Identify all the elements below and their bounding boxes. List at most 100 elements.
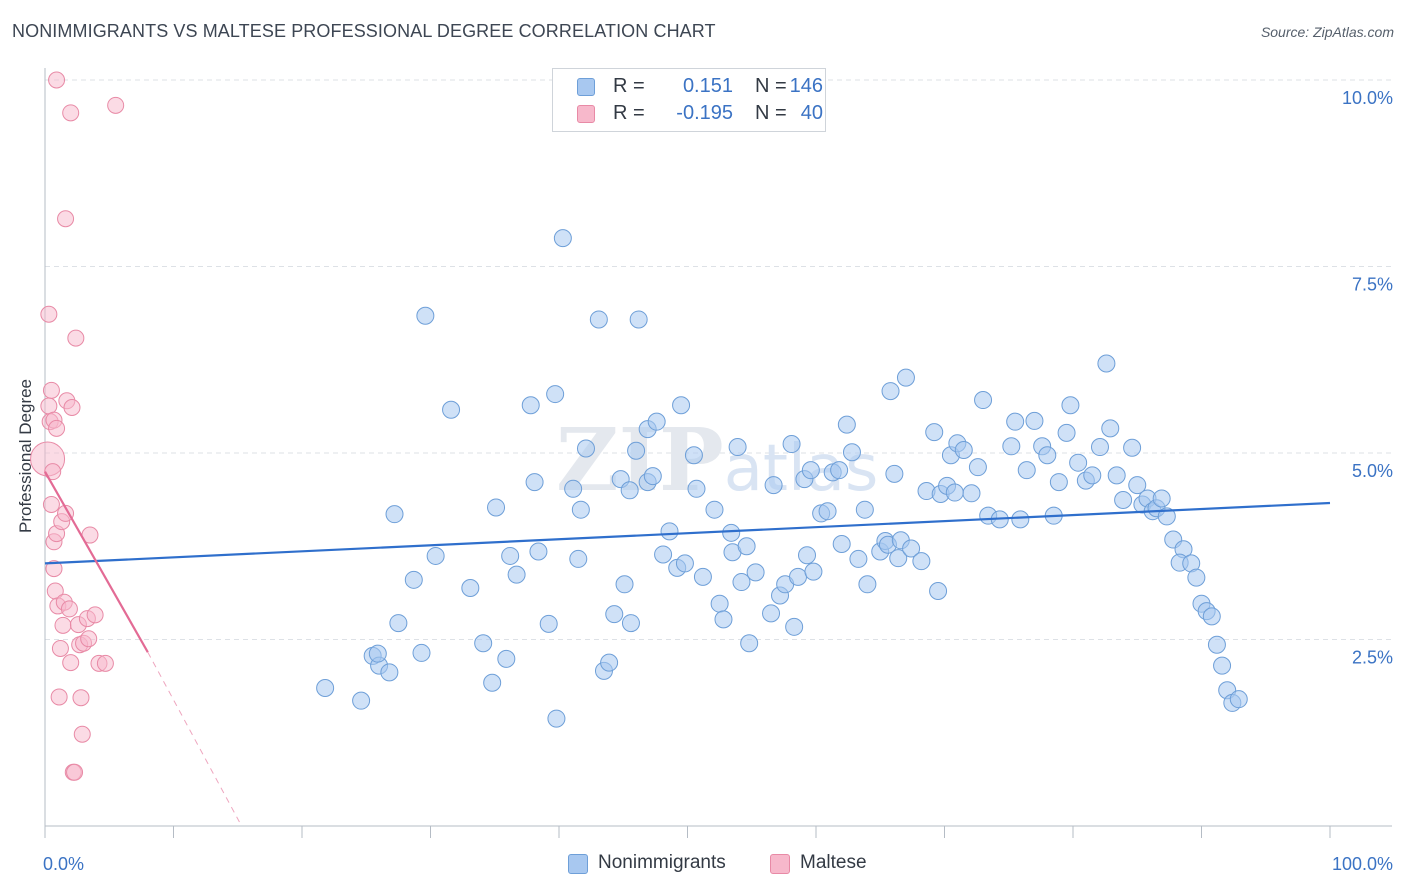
nonimmigrants-point xyxy=(461,579,480,598)
series-legend: Nonimmigrants Maltese xyxy=(0,852,1406,878)
nonimmigrants-point xyxy=(1101,419,1120,438)
nonimmigrants-point xyxy=(1213,656,1232,675)
nonimmigrants-point xyxy=(605,605,624,624)
nonimmigrants-point xyxy=(945,483,964,502)
nonimmigrants-point xyxy=(1002,437,1021,456)
nonimmigrants-point xyxy=(1107,466,1126,485)
nonimmigrants-point xyxy=(553,229,572,248)
nonimmigrants-point xyxy=(442,400,461,419)
nonimmigrants-point xyxy=(1069,453,1088,472)
nonimmigrants-point xyxy=(764,476,783,495)
nonimmigrants-point xyxy=(849,549,868,568)
nonimmigrants-point xyxy=(483,673,502,692)
nonimmigrants-point xyxy=(620,481,639,500)
nonimmigrants-point xyxy=(589,310,608,329)
nonimmigrants-point xyxy=(912,552,931,571)
maltese-point xyxy=(45,560,63,578)
nonimmigrants-point xyxy=(1061,396,1080,415)
maltese-point xyxy=(62,104,80,122)
nonimmigrants-point xyxy=(858,575,877,594)
nonimmigrants-point xyxy=(746,563,765,582)
nonimmigrants-point xyxy=(352,691,371,710)
y-tick-label: 10.0% xyxy=(1342,88,1393,108)
nonimmigrants-point xyxy=(762,604,781,623)
nonimmigrants-point xyxy=(569,549,588,568)
maltese-trend-line xyxy=(44,471,149,653)
nonimmigrants-point xyxy=(507,565,526,584)
legend-label: Maltese xyxy=(800,852,867,873)
nonimmigrants-point xyxy=(881,382,900,401)
nonimmigrants-point xyxy=(1128,476,1147,495)
nonimmigrants-point xyxy=(1202,607,1221,626)
nonimmigrants-point xyxy=(1090,438,1109,457)
nonimmigrants-point xyxy=(1152,489,1171,508)
nonimmigrants-point xyxy=(954,441,973,460)
maltese-point xyxy=(50,688,68,706)
nonimmigrants-point xyxy=(837,415,856,434)
n-label: N = xyxy=(755,102,787,124)
nonimmigrants-point xyxy=(1187,568,1206,587)
nonimmigrants-point xyxy=(525,473,544,492)
maltese-point xyxy=(67,329,85,347)
nonimmigrants-point xyxy=(1207,635,1226,654)
y-tick-label: 7.5% xyxy=(1352,275,1393,295)
maltese-point xyxy=(86,606,104,624)
nonimmigrants-point xyxy=(693,567,712,586)
maltese-point xyxy=(73,725,91,743)
nonimmigrants-point xyxy=(654,545,673,564)
maltese-point xyxy=(44,463,62,481)
nonimmigrants-point xyxy=(714,610,733,629)
legend-swatch-blue xyxy=(577,78,595,96)
watermark-text: ZIPatlas xyxy=(556,410,878,511)
nonimmigrants-point xyxy=(1114,490,1133,509)
nonimmigrants-point xyxy=(600,653,619,672)
nonimmigrants-point xyxy=(487,498,506,517)
maltese-point xyxy=(72,689,90,707)
nonimmigrants-point xyxy=(380,663,399,682)
maltese-point xyxy=(107,96,125,114)
nonimmigrants-point xyxy=(385,505,404,524)
x-tick-label: 0.0% xyxy=(43,854,84,874)
nonimmigrants-point xyxy=(1123,438,1142,457)
nonimmigrants-point xyxy=(855,500,874,519)
nonimmigrants-point xyxy=(1083,466,1102,485)
nonimmigrants-point xyxy=(497,649,516,668)
tick-labels: 2.5% 5.0% 7.5% 10.0% 0.0% 100.0% xyxy=(43,88,1393,874)
maltese-point xyxy=(54,616,72,634)
maltese-point xyxy=(62,654,80,672)
nonimmigrants-point xyxy=(732,573,751,592)
maltese-point xyxy=(66,763,84,781)
nonimmigrants-point xyxy=(621,614,640,633)
nonimmigrants-point xyxy=(801,461,820,480)
nonimmigrants-point xyxy=(705,500,724,519)
nonimmigrants-point xyxy=(782,435,801,454)
nonimmigrants-point xyxy=(1038,446,1057,465)
nonimmigrants-point xyxy=(740,634,759,653)
maltese-point xyxy=(60,600,78,618)
nonimmigrants-point xyxy=(1097,354,1116,373)
nonimmigrants-point xyxy=(968,458,987,477)
nonimmigrants-point xyxy=(1017,461,1036,480)
nonimmigrants-point xyxy=(547,709,566,728)
nonimmigrants-point xyxy=(684,446,703,465)
nonimmigrants-point xyxy=(546,385,565,404)
trend-lines xyxy=(44,471,1331,827)
nonimmigrants-point xyxy=(564,479,583,498)
n-value: 146 xyxy=(789,75,823,97)
nonimmigrants-point xyxy=(889,549,908,568)
nonimmigrants-point xyxy=(962,484,981,503)
y-tick-label: 5.0% xyxy=(1352,461,1393,481)
nonimmigrants-point xyxy=(737,537,756,556)
nonimmigrants-point xyxy=(474,634,493,653)
nonimmigrants-point xyxy=(925,423,944,442)
nonimmigrants-point xyxy=(1057,423,1076,442)
nonimmigrants-point xyxy=(830,461,849,480)
source-label: Source: ZipAtlas.com xyxy=(1260,24,1394,40)
watermark: ZIPatlas xyxy=(556,410,878,511)
maltese-point xyxy=(57,504,75,522)
n-label: N = xyxy=(755,75,787,97)
legend-swatch-pink xyxy=(577,105,595,123)
nonimmigrants-point xyxy=(521,396,540,415)
nonimmigrants-points xyxy=(316,229,1248,728)
nonimmigrants-point xyxy=(368,644,387,663)
